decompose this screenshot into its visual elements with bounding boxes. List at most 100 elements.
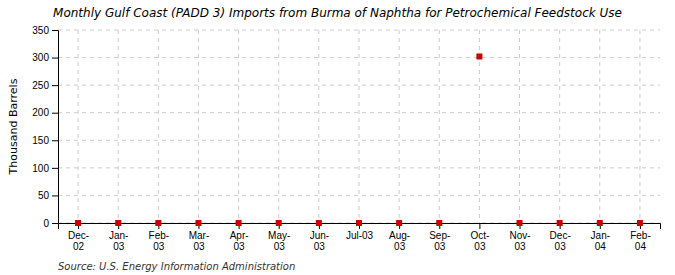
y-axis-title: Thousand Barrels: [7, 78, 20, 175]
x-tick-label-line: 03: [314, 241, 326, 252]
y-tick-mark: [52, 195, 58, 196]
chart-svg: Dec-02Jan-03Feb-03Mar-03Apr-03May-03Jun-…: [0, 0, 675, 275]
x-tick-label-line: 03: [514, 241, 526, 252]
y-tick-mark: [52, 58, 58, 59]
y-tick-mark: [52, 30, 58, 31]
y-tick: 100: [32, 163, 58, 174]
x-tick-label-line: 03: [274, 241, 286, 252]
x-tick: Jun-03: [310, 223, 329, 252]
x-tick-label: Aug-03: [389, 230, 410, 252]
grid-line: [519, 30, 520, 223]
grid-line: [599, 30, 600, 223]
grid-line: [439, 30, 440, 223]
point: [75, 220, 81, 226]
x-tick-label-line: 03: [474, 241, 486, 252]
y-tick-mark: [52, 168, 58, 169]
grid-line: [359, 30, 360, 223]
x-tick-label: Jan-03: [109, 230, 128, 252]
x-tick-label-line: Dec-: [68, 230, 89, 241]
point: [476, 53, 482, 59]
y-tick-label: 250: [32, 80, 49, 91]
y-tick-label: 200: [32, 107, 49, 118]
grid-line: [58, 140, 660, 141]
y-tick-label: 150: [32, 135, 49, 146]
x-tick-label-line: 04: [635, 241, 647, 252]
grid-line: [198, 30, 199, 223]
x-tick-label-line: Aug-: [389, 230, 410, 241]
y-tick-mark: [52, 85, 58, 86]
x-tick-label-line: Jan-: [591, 230, 610, 241]
source: Source: U.S. Energy Information Administ…: [58, 261, 295, 272]
x-tick: Dec-02: [68, 223, 89, 252]
x-tick-label: Jul-03: [346, 230, 374, 241]
x-tick: Jan-04: [591, 223, 610, 252]
x-tick: Feb-04: [630, 223, 651, 252]
grid-line: [58, 195, 660, 196]
x-tick: Nov-03: [509, 223, 530, 252]
y-tick: 50: [38, 190, 58, 201]
point: [155, 220, 161, 226]
x-tick-label-line: Feb-: [630, 230, 651, 241]
x-axis: Dec-02Jan-03Feb-03Mar-03Apr-03May-03Jun-…: [59, 223, 661, 252]
point: [356, 220, 362, 226]
grid-line: [278, 30, 279, 223]
grid-line: [399, 30, 400, 223]
y-tick: 0: [43, 218, 58, 229]
x-tick-label-line: 03: [193, 241, 205, 252]
y-tick-label: 0: [43, 218, 49, 229]
grid: [58, 30, 660, 223]
point: [276, 220, 282, 226]
x-tick-label: Dec-03: [550, 230, 571, 252]
x-tick-label-line: Oct-: [470, 230, 489, 241]
x-tick-label-line: Nov-: [509, 230, 530, 241]
x-tick-label: Sep-03: [429, 230, 450, 252]
x-tick: Apr-03: [230, 223, 249, 252]
point: [115, 220, 121, 226]
point: [517, 220, 523, 226]
x-tick-label-line: 03: [153, 241, 165, 252]
point: [637, 220, 643, 226]
x-tick-label-line: 02: [73, 241, 85, 252]
y-tick: 250: [32, 80, 58, 91]
x-tick-label: Jun-03: [310, 230, 329, 252]
title: Monthly Gulf Coast (PADD 3) Imports from…: [53, 6, 622, 20]
x-tick-label-line: May-: [268, 230, 290, 241]
plot-area: Dec-02Jan-03Feb-03Mar-03Apr-03May-03Jun-…: [32, 25, 660, 252]
x-tick: Oct-03: [470, 223, 489, 252]
x-tick-label: Oct-03: [470, 230, 489, 252]
grid-line: [78, 30, 79, 223]
grid-line: [318, 30, 319, 223]
x-tick-label-line: Dec-: [550, 230, 571, 241]
grid-line: [238, 30, 239, 223]
x-tick-label: Dec-02: [68, 230, 89, 252]
x-tick-label: Nov-03: [509, 230, 530, 252]
y-axis: 050100150200250300350: [32, 25, 58, 229]
x-tick-label: May-03: [268, 230, 290, 252]
x-tick: Jan-03: [109, 223, 128, 252]
x-tick-label: Jan-04: [591, 230, 610, 252]
x-tick-label-line: Jun-: [310, 230, 329, 241]
x-tick-label-line: 03: [555, 241, 567, 252]
grid-line: [158, 30, 159, 223]
x-tick: Dec-03: [550, 223, 571, 252]
point: [597, 220, 603, 226]
point: [557, 220, 563, 226]
y-axis-line: [52, 31, 59, 224]
y-tick-mark: [52, 113, 58, 114]
point: [316, 220, 322, 226]
point: [195, 220, 201, 226]
x-tick-label-line: Mar-: [189, 230, 210, 241]
point: [236, 220, 242, 226]
x-tick-label: Apr-03: [230, 230, 249, 252]
y-tick-mark: [52, 140, 58, 141]
y-tick: 300: [32, 52, 58, 63]
y-tick-label: 100: [32, 163, 49, 174]
x-tick-label: Feb-04: [630, 230, 651, 252]
x-tick: May-03: [268, 223, 290, 252]
chart-container: Dec-02Jan-03Feb-03Mar-03Apr-03May-03Jun-…: [0, 0, 675, 275]
marks: [75, 53, 643, 226]
y-tick-label: 300: [32, 52, 49, 63]
grid-line: [118, 30, 119, 223]
y-tick: 150: [32, 135, 58, 146]
x-tick-label-line: 03: [234, 241, 246, 252]
